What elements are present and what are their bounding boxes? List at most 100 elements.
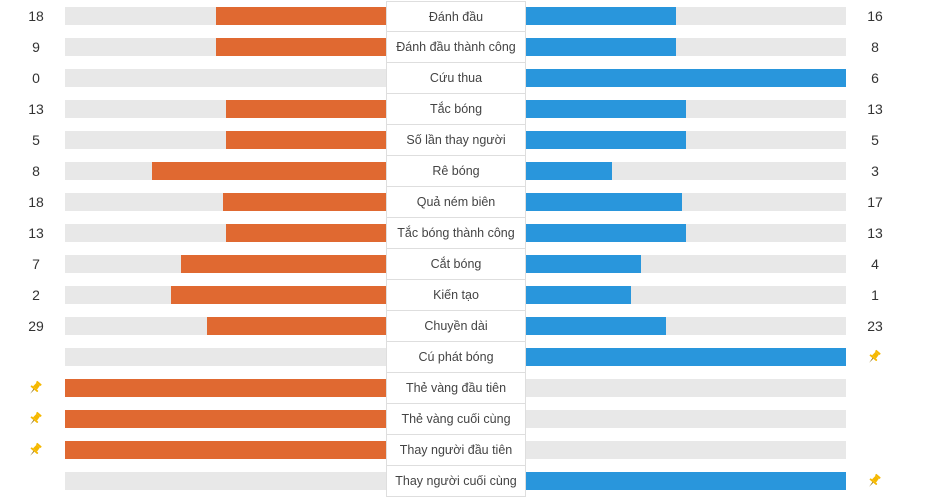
away-bar xyxy=(525,69,846,87)
away-bar xyxy=(525,193,683,211)
stat-row: 9 8 Đánh đầu thành công xyxy=(0,32,926,63)
stat-row: 13 13 Tắc bóng thành công xyxy=(0,218,926,249)
stat-label: Thẻ vàng đầu tiên xyxy=(386,373,526,404)
away-bar xyxy=(525,286,631,304)
home-bar-track xyxy=(65,193,387,211)
away-bar-track xyxy=(525,472,846,490)
home-bar-track xyxy=(65,255,387,273)
home-bar-track xyxy=(65,286,387,304)
pin-icon xyxy=(865,348,883,366)
stat-row: 8 3 Rê bóng xyxy=(0,156,926,187)
away-bar xyxy=(525,255,641,273)
away-bar xyxy=(525,7,676,25)
stat-row: 18 16 Đánh đầu xyxy=(0,1,926,32)
home-value: 0 xyxy=(32,70,40,86)
home-value: 18 xyxy=(28,8,44,24)
stat-label: Cắt bóng xyxy=(386,249,526,280)
home-bar xyxy=(171,286,387,304)
away-value: 6 xyxy=(871,70,879,86)
away-bar-track xyxy=(525,224,846,242)
away-bar xyxy=(525,224,686,242)
away-bar-track xyxy=(525,379,846,397)
home-value: 9 xyxy=(32,39,40,55)
home-bar xyxy=(65,410,387,428)
stat-row: Thẻ vàng đầu tiên xyxy=(0,373,926,404)
home-bar xyxy=(226,100,387,118)
home-bar-track xyxy=(65,379,387,397)
stat-row: Thay người cuối cùng xyxy=(0,466,926,497)
away-bar-track xyxy=(525,441,846,459)
home-value: 18 xyxy=(28,194,44,210)
stat-label: Cú phát bóng xyxy=(386,342,526,373)
stat-row: Cú phát bóng xyxy=(0,342,926,373)
home-value: 13 xyxy=(28,225,44,241)
stat-row: 2 1 Kiến tạo xyxy=(0,280,926,311)
stat-row: Thay người đầu tiên xyxy=(0,435,926,466)
away-bar-track xyxy=(525,410,846,428)
stat-row: 13 13 Tắc bóng xyxy=(0,94,926,125)
away-value: 16 xyxy=(867,8,883,24)
home-bar xyxy=(206,317,387,335)
away-value: 23 xyxy=(867,318,883,334)
stat-label: Tắc bóng xyxy=(386,94,526,125)
away-value: 8 xyxy=(871,39,879,55)
away-bar xyxy=(525,38,676,56)
stat-label: Số lần thay người xyxy=(386,125,526,156)
away-value: 13 xyxy=(867,225,883,241)
away-bar-track xyxy=(525,162,846,180)
home-value: 7 xyxy=(32,256,40,272)
home-bar-track xyxy=(65,410,387,428)
stat-label: Quả ném biên xyxy=(386,187,526,218)
home-value: 8 xyxy=(32,163,40,179)
home-value: 13 xyxy=(28,101,44,117)
stat-label: Đánh đầu xyxy=(386,1,526,32)
home-bar-track xyxy=(65,7,387,25)
away-value: 4 xyxy=(871,256,879,272)
stat-label: Cứu thua xyxy=(386,63,526,94)
stat-row: 7 4 Cắt bóng xyxy=(0,249,926,280)
away-value: 5 xyxy=(871,132,879,148)
home-bar-track xyxy=(65,317,387,335)
away-bar-track xyxy=(525,7,846,25)
away-bar xyxy=(525,472,846,490)
home-bar-track xyxy=(65,131,387,149)
away-bar xyxy=(525,317,667,335)
home-value: 5 xyxy=(32,132,40,148)
away-bar-track xyxy=(525,131,846,149)
stat-row: 18 17 Quả ném biên xyxy=(0,187,926,218)
stat-row: 5 5 Số lần thay người xyxy=(0,125,926,156)
home-bar xyxy=(151,162,387,180)
pin-icon xyxy=(26,379,44,397)
away-bar-track xyxy=(525,286,846,304)
stat-row: 29 23 Chuyền dài xyxy=(0,311,926,342)
away-value: 1 xyxy=(871,287,879,303)
home-bar-track xyxy=(65,348,387,366)
home-value: 2 xyxy=(32,287,40,303)
home-bar-track xyxy=(65,100,387,118)
stat-label: Thay người đầu tiên xyxy=(386,435,526,466)
home-bar-track xyxy=(65,38,387,56)
away-bar xyxy=(525,348,846,366)
away-value: 3 xyxy=(871,163,879,179)
home-bar xyxy=(226,131,387,149)
home-bar xyxy=(226,224,387,242)
away-bar xyxy=(525,100,686,118)
stat-row: 0 6 Cứu thua xyxy=(0,63,926,94)
home-bar xyxy=(180,255,387,273)
pin-icon xyxy=(26,441,44,459)
stat-label: Tắc bóng thành công xyxy=(386,218,526,249)
away-bar xyxy=(525,131,686,149)
home-bar xyxy=(65,441,387,459)
away-bar-track xyxy=(525,100,846,118)
home-bar xyxy=(65,379,387,397)
away-bar-track xyxy=(525,193,846,211)
away-bar-track xyxy=(525,255,846,273)
stat-label: Kiến tạo xyxy=(386,280,526,311)
stat-label: Đánh đầu thành công xyxy=(386,32,526,63)
away-value: 17 xyxy=(867,194,883,210)
pin-icon xyxy=(26,410,44,428)
home-bar xyxy=(222,193,387,211)
away-bar-track xyxy=(525,69,846,87)
pin-icon xyxy=(865,472,883,490)
away-bar-track xyxy=(525,348,846,366)
